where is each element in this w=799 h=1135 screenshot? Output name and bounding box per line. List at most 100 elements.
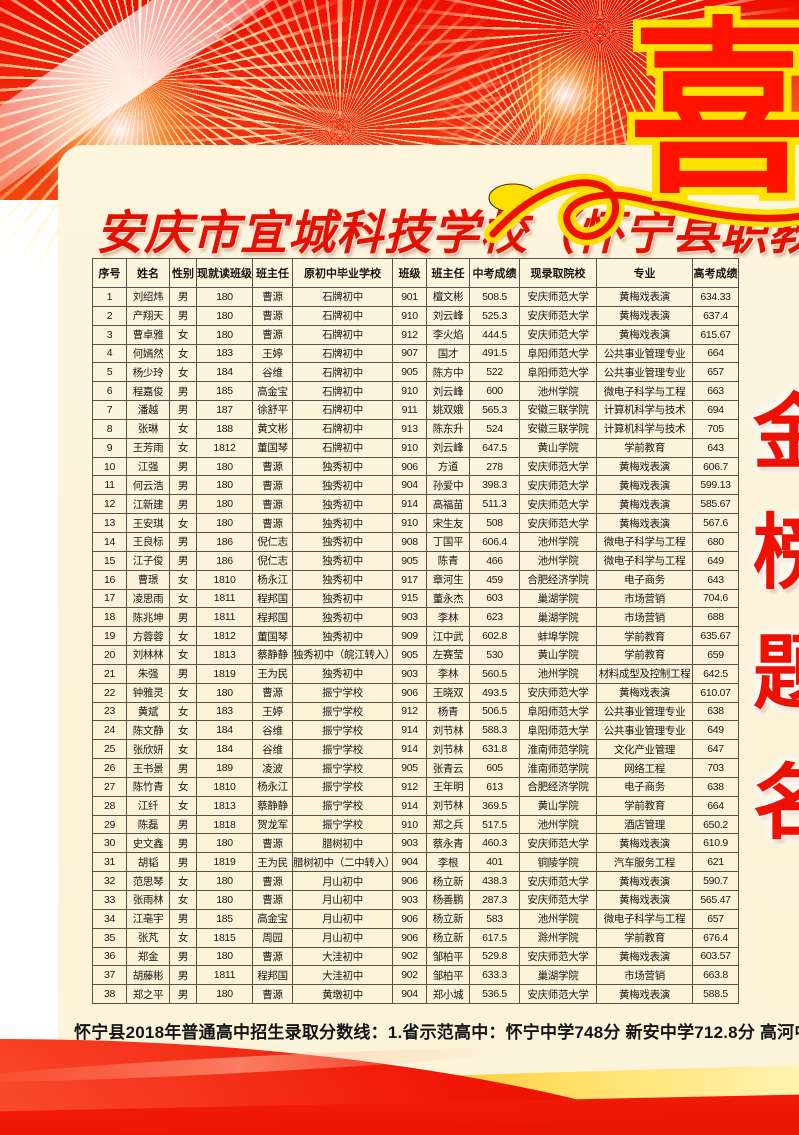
table-cell: 32 xyxy=(92,871,127,891)
table-cell: 檀文彬 xyxy=(426,287,470,307)
table-cell: 26 xyxy=(92,758,127,778)
column-header: 现就读班级 xyxy=(196,258,253,288)
table-cell: 杨少玲 xyxy=(126,362,170,383)
table-cell: 振宁学校 xyxy=(292,814,393,835)
table-cell: 1 xyxy=(92,287,127,307)
table-cell: 1812 xyxy=(196,626,253,647)
table-cell: 33 xyxy=(92,890,127,910)
table-cell: 曹源 xyxy=(252,287,293,307)
table-cell: 独秀初中 xyxy=(292,607,393,628)
table-cell: 谷维 xyxy=(252,362,293,383)
table-cell: 460.3 xyxy=(469,833,520,854)
table-cell: 黄梅戏表演 xyxy=(596,833,693,854)
table-cell: 安庆师范大学 xyxy=(519,890,597,910)
table-row: 7 潘越男 187 徐舒平 石牌初中 911 姚双娥 565.3 安徽三联学院 计算机科学与技术 6… xyxy=(92,400,739,420)
table-cell: 567.6 xyxy=(692,513,739,533)
table-cell: 643 xyxy=(692,437,739,458)
table-row: 28 江纤女 1813 蔡静静 振宁学校 914 刘节林 369.5 黄山学院 学前教育 664 xyxy=(92,795,739,816)
table-cell: 642.5 xyxy=(692,663,739,684)
table-cell: 朱强 xyxy=(126,663,170,684)
table-row: 19 方蓉蓉女 1812 董国琴 独秀初中 909 江中武 602.8 蚌埠学院 学前教育 635.… xyxy=(92,626,739,647)
table-cell: 186 xyxy=(196,531,253,552)
table-cell: 微电子科学与工程 xyxy=(596,381,693,402)
table-cell: 910 xyxy=(392,814,427,835)
table-row: 18 陈兆坤男 1811 程邦国 独秀初中 903 李林 623 巢湖学院 市场营销 688 xyxy=(92,607,739,628)
table-cell: 634.33 xyxy=(692,287,739,307)
table-cell: 女 xyxy=(169,795,197,816)
table-cell: 公共事业管理专业 xyxy=(596,362,693,383)
ribbon-swirl-icon xyxy=(484,173,799,246)
table-cell: 池州学院 xyxy=(519,814,597,835)
table-cell: 631.8 xyxy=(469,739,520,760)
table-cell: 杨永江 xyxy=(252,569,293,590)
table-cell: 610.07 xyxy=(692,682,739,703)
table-cell: 张芃 xyxy=(126,927,170,948)
table-cell: 郑小城 xyxy=(426,984,470,1005)
table-cell: 906 xyxy=(392,927,427,948)
table-cell: 910 xyxy=(392,305,427,326)
table-cell: 19 xyxy=(92,626,127,647)
table-cell: 曹源 xyxy=(252,682,293,703)
table-cell: 28 xyxy=(92,795,127,816)
table-cell: 刘云峰 xyxy=(426,381,470,402)
table-cell: 石牌初中 xyxy=(292,324,393,345)
side-calligraphy-char: 榜 xyxy=(752,505,799,601)
table-cell: 180 xyxy=(196,324,253,345)
table-cell: 独秀初中 xyxy=(292,550,393,571)
table-cell: 185 xyxy=(196,908,253,929)
table-cell: 605 xyxy=(469,758,520,778)
table-cell: 905 xyxy=(392,550,427,571)
table-row: 5 杨少玲女 184 谷维 石牌初中 905 陈方中 522 阜阳师范大学 公共事业管理专业 657 xyxy=(92,362,739,383)
table-cell: 633.3 xyxy=(469,965,520,986)
table-cell: 男 xyxy=(169,984,197,1005)
table-cell: 910 xyxy=(392,381,427,402)
table-cell: 石牌初中 xyxy=(292,305,393,326)
table-cell: 904 xyxy=(392,852,427,873)
table-cell: 邹柏平 xyxy=(426,965,470,986)
table-cell: 黄梅戏表演 xyxy=(596,513,693,533)
table-cell: 184 xyxy=(196,720,253,741)
column-header: 中考成绩 xyxy=(469,258,520,288)
table-cell: 阜阳师范大学 xyxy=(519,720,597,741)
xi-emblem: 喜 喜 xyxy=(484,4,799,276)
table-cell: 1819 xyxy=(196,852,253,873)
table-cell: 676.4 xyxy=(692,927,739,948)
table-cell: 男 xyxy=(169,946,197,967)
table-cell: 27 xyxy=(92,776,127,797)
table-row: 29 陈磊男 1818 贺龙军 振宁学校 910 郑之兵 517.5 池州学院 酒店管理 650.2 xyxy=(92,814,739,835)
table-cell: 谷维 xyxy=(252,720,293,741)
table-cell: 独秀初中 xyxy=(292,663,393,684)
table-cell: 巢湖学院 xyxy=(519,588,597,609)
table-cell: 24 xyxy=(92,720,127,741)
table-cell: 石牌初中 xyxy=(292,343,393,364)
table-cell: 180 xyxy=(196,871,253,891)
table-cell: 女 xyxy=(169,513,197,533)
table-cell: 月山初中 xyxy=(292,927,393,948)
table-cell: 657 xyxy=(692,908,739,929)
table-cell: 安庆师范大学 xyxy=(519,682,597,703)
table-cell: 王安琪 xyxy=(126,513,170,533)
table-cell: 高福苗 xyxy=(426,494,470,515)
table-cell: 程嘉俊 xyxy=(126,381,170,402)
table-cell: 董国琴 xyxy=(252,626,293,647)
table-cell: 女 xyxy=(169,569,197,590)
table-cell: 公共事业管理专业 xyxy=(596,720,693,741)
table-cell: 30 xyxy=(92,833,127,854)
table-cell: 贺龙军 xyxy=(252,814,293,835)
table-cell: 刘绍炜 xyxy=(126,287,170,307)
table-cell: 市场营销 xyxy=(596,965,693,986)
table-cell: 何嫣然 xyxy=(126,343,170,364)
table-cell: 阜阳师范大学 xyxy=(519,701,597,722)
table-cell: 独秀初中 xyxy=(292,531,393,552)
table-cell: 606.4 xyxy=(469,531,520,552)
table-cell: 1811 xyxy=(196,607,253,628)
table-row: 31 胡韬男 1819 王为民 腊树初中（二中转入） 904 李根 401 铜陵学院 汽车服务工程… xyxy=(92,852,739,873)
table-cell: 男 xyxy=(169,758,197,778)
column-header: 性别 xyxy=(169,258,197,288)
table-cell: 石牌初中 xyxy=(292,418,393,439)
table-cell: 560.5 xyxy=(469,663,520,684)
table-cell: 912 xyxy=(392,701,427,722)
table-cell: 刘节林 xyxy=(426,739,470,760)
table-cell: 黄斌 xyxy=(126,701,170,722)
